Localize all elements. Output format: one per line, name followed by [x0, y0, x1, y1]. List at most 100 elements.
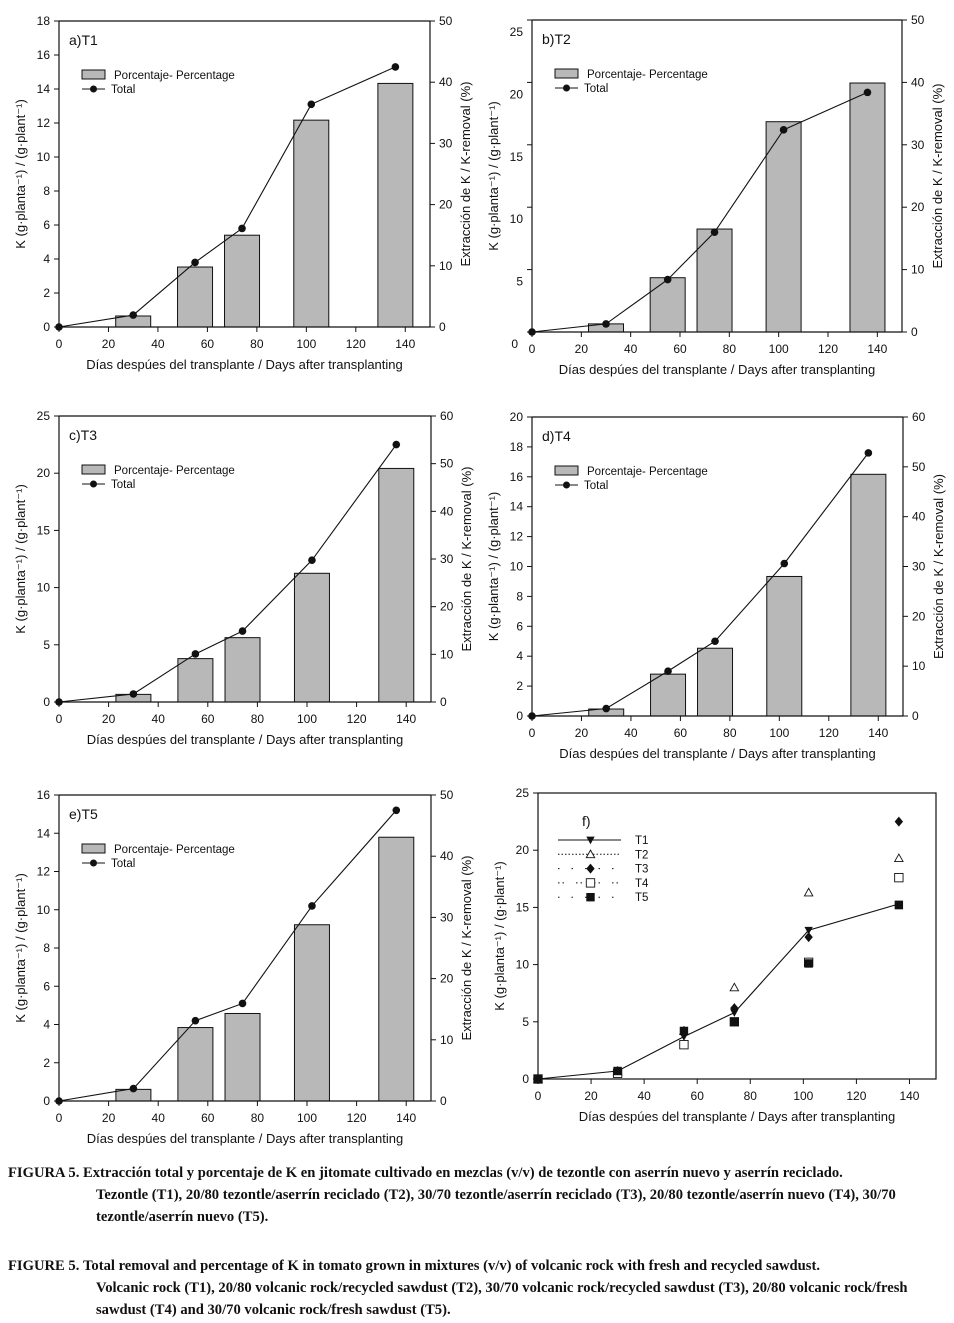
legend-marker-T5	[586, 893, 595, 902]
y-tick-label: 10	[516, 958, 530, 972]
x-tick-label: 120	[819, 726, 839, 740]
y-tick-label: 20	[516, 843, 530, 857]
y-tick-label: 16	[510, 470, 524, 484]
y2-tick-label: 60	[912, 410, 926, 424]
x-tick-label: 40	[624, 342, 638, 356]
y-tick-label: 25	[37, 409, 51, 423]
x-tick-label: 140	[396, 712, 416, 726]
x-tick-label: 80	[250, 337, 264, 351]
legend-bar-label: Porcentaje- Percentage	[114, 465, 235, 477]
x-tick-label: 80	[251, 1111, 265, 1125]
y2-tick-label: 0	[912, 709, 919, 723]
x-tick-label: 100	[769, 726, 789, 740]
y-tick-label: 6	[43, 979, 50, 993]
x-tick-label: 20	[102, 1111, 116, 1125]
x-tick-label: 60	[201, 712, 215, 726]
series-point-T1	[804, 926, 813, 935]
total-point	[392, 440, 401, 449]
legend-line-label: Total	[584, 83, 608, 95]
y2-tick-label: 40	[440, 849, 454, 863]
x-tick-label: 60	[691, 1089, 705, 1103]
bar	[377, 82, 414, 328]
y2-axis-label: Extracción de K / K-removal (%)	[931, 474, 946, 659]
x-tick-label: 100	[793, 1089, 813, 1103]
y2-tick-label: 10	[439, 259, 453, 273]
total-point	[863, 88, 872, 97]
bar	[649, 277, 686, 333]
x-tick-label: 20	[584, 1089, 598, 1103]
x-tick-label: 140	[396, 1111, 416, 1125]
total-point	[663, 275, 672, 284]
bar	[378, 467, 415, 703]
x-tick-label: 20	[575, 726, 589, 740]
series-point-T5	[894, 900, 904, 910]
legend-bar-swatch	[554, 68, 579, 79]
y2-tick-label: 40	[911, 75, 925, 89]
x-tick-label: 0	[529, 342, 536, 356]
x-tick-label: 80	[744, 1089, 758, 1103]
caption-english: FIGURE 5. Total removal and percentage o…	[8, 1255, 948, 1321]
y2-tick-label: 0	[911, 325, 918, 339]
y2-tick-label: 50	[439, 14, 453, 28]
legend-label-T5: T5	[635, 892, 648, 904]
y-tick-label: 16	[37, 48, 51, 62]
bar	[177, 266, 214, 328]
y-tick-label: 0	[43, 695, 50, 709]
total-point	[602, 320, 610, 328]
x-axis-label: Días despúes del transplante / Days afte…	[579, 1109, 896, 1124]
bar	[378, 836, 415, 1102]
x-axis-label: Días despúes del transplante / Days afte…	[86, 357, 403, 372]
y2-tick-label: 20	[439, 198, 453, 212]
x-axis-label: Días despúes del transplante / Days afte…	[559, 362, 876, 377]
x-tick-label: 80	[251, 712, 265, 726]
total-point	[238, 224, 246, 233]
y2-tick-label: 10	[911, 263, 925, 277]
series-point-T3	[730, 1003, 739, 1014]
panel-title: b)T2	[542, 31, 571, 47]
series-point-T5	[730, 1017, 739, 1026]
legend-marker-T3	[586, 863, 595, 874]
caption-es-rest: Tezontle (T1), 20/80 tezontle/aserrín re…	[96, 1187, 896, 1225]
y-tick-label: 12	[37, 865, 51, 879]
y-tick-label: 5	[43, 638, 50, 652]
y-tick-label: 10	[510, 560, 524, 574]
x-tick-label: 120	[346, 337, 366, 351]
series-point-T5	[679, 1026, 689, 1036]
x-tick-label: 0	[535, 1089, 542, 1103]
y2-tick-label: 50	[440, 788, 454, 802]
chart-panel-d: 0 20 40 60 80 100 120 140 0 2 4 6 8 10 12 14 16 18 20 0 10 20…	[486, 410, 946, 761]
bar	[849, 82, 886, 333]
y-tick-label: 0	[43, 320, 50, 334]
series-point-T2	[803, 887, 814, 897]
y-tick-label: 14	[510, 500, 524, 514]
chart-panel-e: 0 20 40 60 80 100 120 140 0 2 4 6 8 10 12 14 16 0 10 20 30 40…	[13, 788, 474, 1146]
x-tick-label: 0	[529, 726, 536, 740]
x-tick-label: 120	[347, 712, 367, 726]
bar	[696, 228, 733, 333]
legend-label-T4: T4	[635, 878, 649, 890]
panel-title: d)T4	[542, 428, 571, 444]
bar	[697, 647, 734, 717]
caption-spanish: FIGURA 5. Extracción total y porcentaje …	[8, 1162, 948, 1228]
total-line	[58, 444, 397, 703]
x-axis-label: Días despúes del transplante / Days afte…	[87, 732, 404, 747]
bar	[766, 575, 803, 717]
x-axis-label: Días despúes del transplante / Days afte…	[559, 746, 876, 761]
caption-en-line1: Total removal and percentage of K in tom…	[83, 1258, 820, 1274]
y2-tick-label: 40	[912, 510, 926, 524]
total-point	[191, 258, 199, 267]
total-point	[307, 100, 316, 109]
bar	[224, 234, 261, 328]
figure-panels: 0 20 40 60 80 100 120 1400246810121416180102030…	[13, 13, 946, 1146]
y-tick-label: 10	[37, 150, 51, 164]
total-point	[55, 323, 63, 331]
y2-axis-label: Extracción de K / K-removal (%)	[930, 84, 945, 269]
y-tick-label: 8	[516, 589, 523, 603]
total-line	[58, 66, 396, 328]
y-tick-label: 16	[37, 788, 51, 802]
legend-bar-swatch	[81, 464, 106, 475]
series-point-T3	[804, 932, 813, 943]
y2-tick-label: 40	[440, 504, 454, 518]
caption-es-line1: Extracción total y porcentaje de K en ji…	[83, 1165, 843, 1181]
y-tick-label: 15	[510, 150, 524, 164]
